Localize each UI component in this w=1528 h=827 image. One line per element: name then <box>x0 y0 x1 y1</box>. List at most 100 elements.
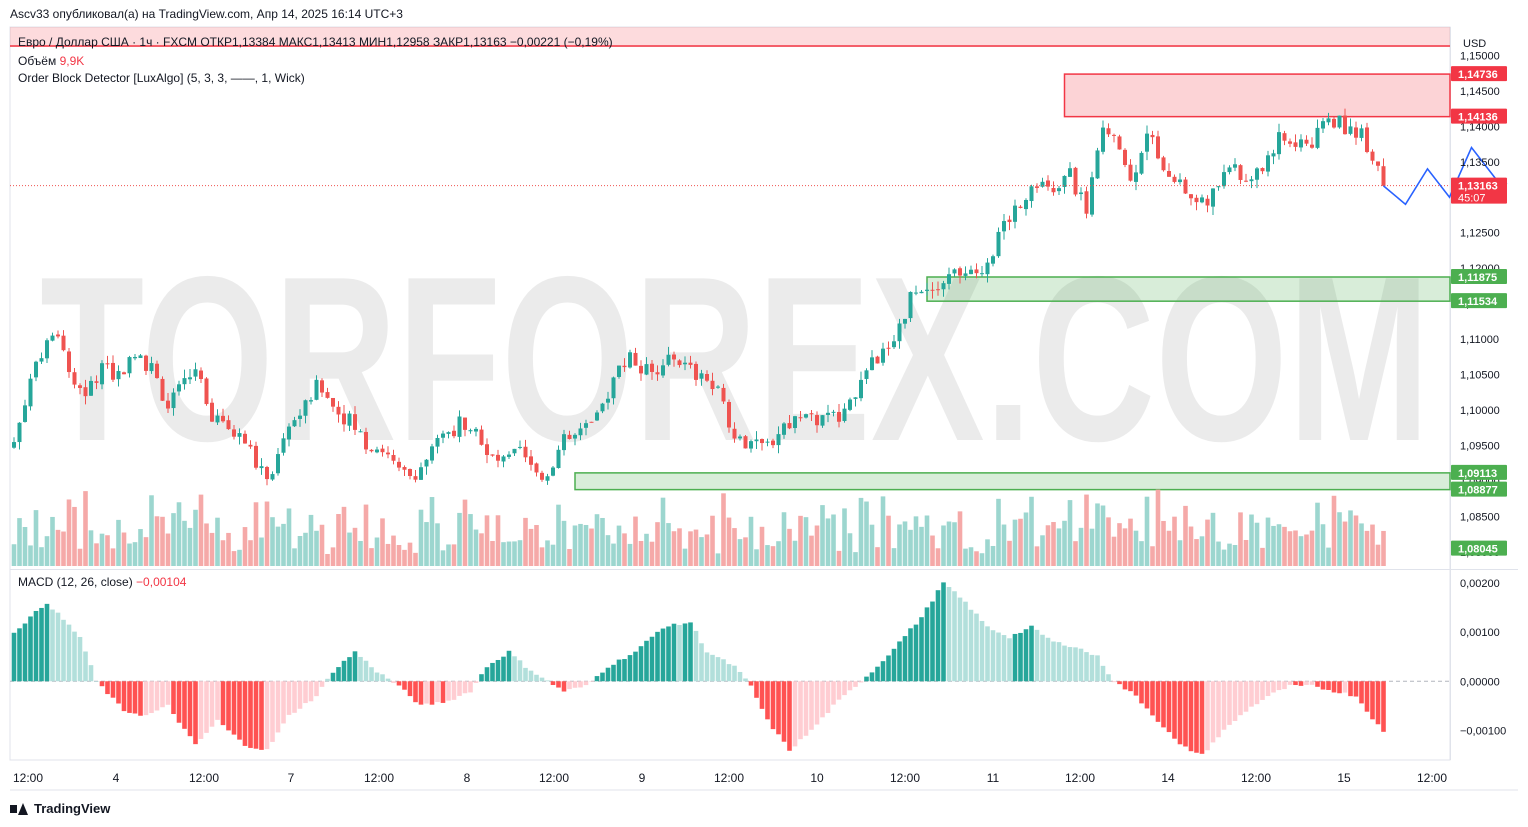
symbol-legend[interactable]: Евро / Доллар США · 1ч · FXCM ОТКР1,1338… <box>18 35 613 49</box>
candle-body <box>1145 133 1149 152</box>
time-tick-label: 12:00 <box>1065 771 1095 785</box>
price-axis[interactable]: 1,150001,145001,140001,135001,130001,125… <box>1451 50 1507 737</box>
macd-bar <box>748 681 754 686</box>
candle-body <box>67 351 71 373</box>
macd-bar <box>594 676 600 682</box>
candle-body <box>1090 177 1094 215</box>
candle-body <box>903 318 907 324</box>
macd-bar <box>908 628 913 682</box>
candle-body <box>820 415 825 426</box>
candle-body <box>1260 168 1265 172</box>
macd-bar <box>1001 635 1007 682</box>
macd-bar <box>1150 681 1155 716</box>
macd-bar <box>666 626 671 682</box>
candle-body <box>1211 188 1215 207</box>
macd-bar <box>1271 681 1276 693</box>
footer-brand[interactable]: TradingView <box>10 801 110 816</box>
macd-bar <box>765 681 770 720</box>
volume-bar <box>732 528 737 566</box>
candle-body <box>474 428 478 432</box>
order-block-bear <box>1063 73 1451 118</box>
macd-bar <box>440 681 446 703</box>
volume-bar <box>1364 530 1370 566</box>
volume-bar <box>1221 549 1227 566</box>
volume-bar <box>308 514 314 566</box>
candle-body <box>523 446 528 458</box>
candle-body <box>1062 175 1067 187</box>
candle-body <box>314 379 319 400</box>
candle-body <box>1200 197 1204 203</box>
macd-bar <box>633 651 638 682</box>
macd-bar <box>688 622 693 682</box>
macd-bar <box>429 681 435 705</box>
candle-body <box>831 411 836 413</box>
macd-bar <box>1018 632 1023 682</box>
volume-bar <box>1293 530 1298 566</box>
volume-bar <box>264 501 270 566</box>
candle-body <box>897 323 902 342</box>
volume-bar <box>682 548 688 566</box>
candle-body <box>1057 188 1061 192</box>
macd-bar <box>567 681 572 690</box>
tradingview-logo-icon <box>10 802 28 815</box>
candle-body <box>50 335 55 341</box>
macd-bar <box>930 601 935 682</box>
macd-bar <box>391 681 396 683</box>
candle-body <box>908 291 913 319</box>
macd-bar <box>209 681 215 727</box>
time-axis[interactable]: 12:00 4 12:00 7 12:00 8 12:00 9 12:00 10 12:00 11 12… <box>13 771 1447 785</box>
candle-body <box>83 387 88 397</box>
macd-bar <box>847 681 853 691</box>
time-tick-label: 12:00 <box>539 771 569 785</box>
candle-body <box>622 365 627 368</box>
macd-bar <box>490 662 495 682</box>
volume-bar <box>1078 527 1084 566</box>
volume-bar <box>330 547 336 566</box>
macd-bar <box>1232 681 1238 721</box>
volume-bar <box>391 535 396 566</box>
macd-bar <box>699 643 704 682</box>
volume-bar <box>1183 505 1188 566</box>
volume-bar <box>1133 530 1139 566</box>
macd-bar <box>22 623 28 682</box>
price-label-badge <box>1451 464 1507 480</box>
macd-bar <box>226 681 231 731</box>
price-label-badge <box>1451 177 1507 204</box>
macd-bar <box>248 681 253 748</box>
indicator-legend[interactable]: Order Block Detector [LuxAlgo] (5, 3, 3,… <box>18 71 305 85</box>
macd-bar <box>924 607 930 682</box>
macd-bar <box>963 601 968 682</box>
volume-bar <box>842 508 847 566</box>
macd-bar <box>1128 681 1133 692</box>
price-label-badge <box>1451 268 1507 284</box>
volume-bar <box>644 533 649 566</box>
macd-bar <box>171 681 176 715</box>
macd-bar <box>754 681 759 698</box>
candle-body <box>1271 153 1276 157</box>
candle-body <box>397 461 401 468</box>
volume-bar <box>600 517 605 566</box>
macd-bar <box>187 681 193 737</box>
brand-name: TradingView <box>34 801 111 816</box>
macd-bar <box>325 678 330 682</box>
time-tick-label: 12:00 <box>1241 771 1271 785</box>
candle-body <box>259 466 264 469</box>
volume-legend[interactable]: Объём 9,9K <box>18 54 84 68</box>
candle-body <box>760 438 764 444</box>
candle-body <box>1106 128 1111 135</box>
macd-bar <box>583 681 589 686</box>
macd-legend[interactable]: MACD (12, 26, close) −0,00104 <box>18 575 186 589</box>
candle-body <box>1101 127 1105 152</box>
currency-label[interactable]: USD <box>1463 38 1487 50</box>
price-tick-label: 1,13500 <box>1460 157 1500 169</box>
candles[interactable] <box>10 108 1450 486</box>
volume-bar <box>363 504 369 566</box>
candle-body <box>248 444 253 447</box>
macd-bar <box>149 681 154 714</box>
candle-body <box>56 334 60 337</box>
macd-bar <box>825 681 831 714</box>
time-tick-label: 11 <box>987 771 1000 785</box>
candle-body <box>210 402 214 422</box>
volume-bar <box>567 549 572 566</box>
